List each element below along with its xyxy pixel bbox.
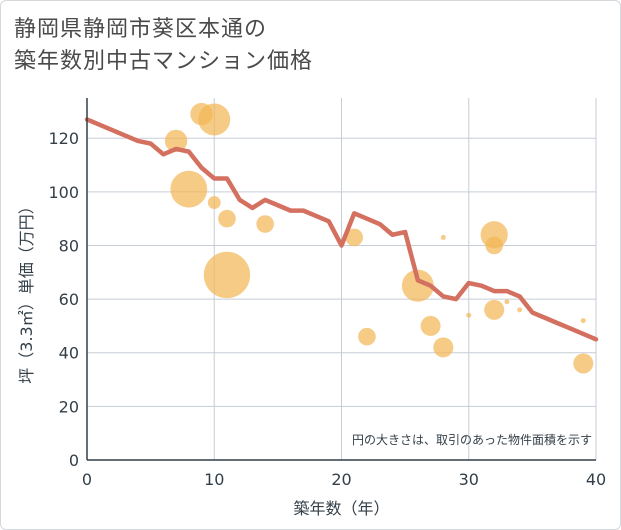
x-tick-label: 10 <box>204 470 224 489</box>
x-tick-label: 20 <box>331 470 351 489</box>
y-axis-label: 坪（3.3㎡）単価（万円） <box>17 198 36 383</box>
bubble-point <box>164 129 188 153</box>
bubble-point <box>466 312 472 318</box>
bubble-point <box>203 251 251 299</box>
bubble-point <box>207 196 221 209</box>
trend-line <box>84 117 599 342</box>
bubble-series <box>164 102 594 374</box>
y-tick-label: 60 <box>59 290 79 309</box>
size-note: 円の大きさは、取引のあった物件面積を示す <box>352 432 592 447</box>
x-tick-label: 0 <box>82 470 92 489</box>
y-tick-label: 100 <box>48 183 79 202</box>
bubble-point <box>433 337 454 358</box>
bubble-point <box>256 215 274 233</box>
y-tick-label: 0 <box>69 451 79 470</box>
bubble-point <box>420 315 441 336</box>
x-tick-label: 40 <box>586 470 606 489</box>
bubble-point <box>484 299 505 320</box>
bubble-point <box>440 234 446 240</box>
bubble-point <box>504 299 510 305</box>
grid-lines <box>87 98 597 460</box>
tick-labels: 0 10 20 30 40 0 20 40 60 80 100 120 <box>48 129 606 489</box>
bubble-point <box>580 318 586 324</box>
bubble-point <box>573 353 594 374</box>
y-tick-label: 40 <box>59 344 79 363</box>
bubble-point <box>170 170 208 208</box>
y-tick-label: 20 <box>59 397 79 416</box>
x-axis-label: 築年数（年） <box>293 499 389 518</box>
trend-line-group <box>84 117 599 342</box>
chart-title: 静岡県静岡市葵区本通の 築年数別中古マンション価格 <box>14 14 313 78</box>
bubble-point <box>218 209 236 228</box>
bubble-point <box>401 269 434 302</box>
bubble-point <box>358 327 376 346</box>
bubble-point <box>198 103 231 136</box>
y-tick-label: 80 <box>59 236 79 255</box>
bubble-point <box>485 236 504 255</box>
bubble-point <box>517 307 523 313</box>
title-line-1: 静岡県静岡市葵区本通の <box>14 17 268 42</box>
title-line-2: 築年数別中古マンション価格 <box>14 49 314 74</box>
bubble-point <box>345 228 364 247</box>
axes <box>86 98 596 461</box>
y-tick-label: 120 <box>48 129 79 148</box>
x-tick-label: 30 <box>459 470 479 489</box>
